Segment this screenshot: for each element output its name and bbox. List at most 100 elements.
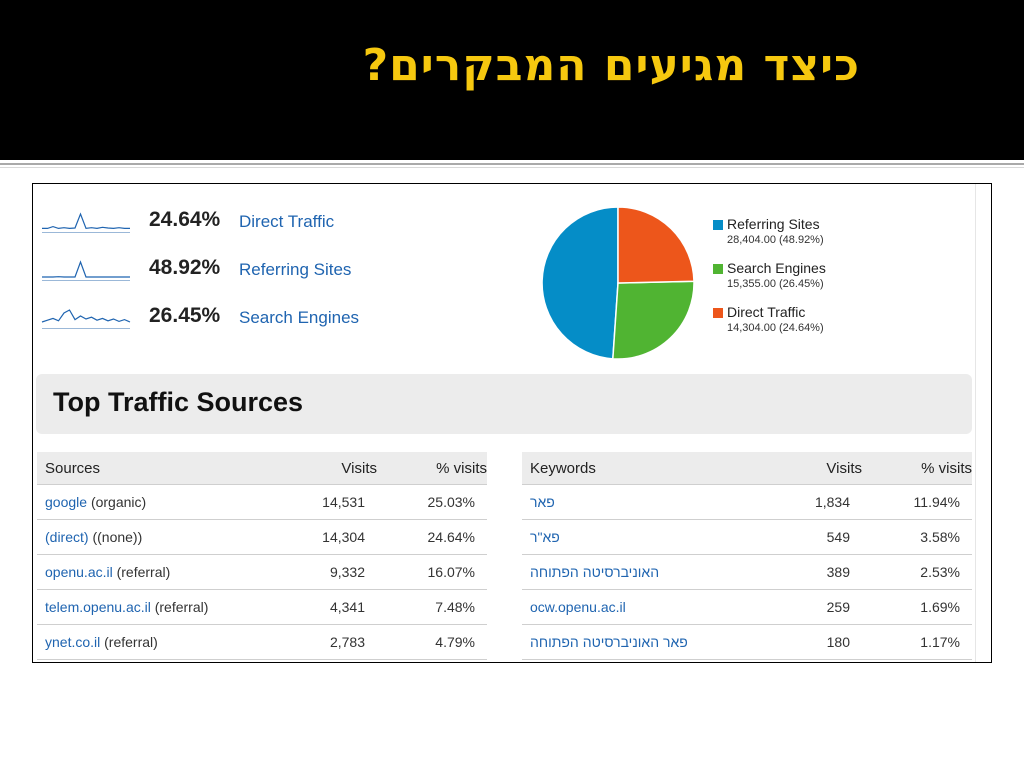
table-row: ocw.openu.ac.il 259 1.69% bbox=[522, 589, 972, 625]
legend-name: Direct Traffic bbox=[727, 304, 806, 320]
source-link[interactable]: ynet.co.il bbox=[45, 634, 101, 650]
visits-cell: 4,341 bbox=[287, 589, 377, 625]
table-row: האוניברסיטה הפתוחה 389 2.53% bbox=[522, 554, 972, 590]
pct-cell: 25.03% bbox=[377, 484, 487, 520]
col-header-pct-visits[interactable]: % visits bbox=[862, 452, 972, 485]
pie-slice-referring-sites[interactable] bbox=[541, 206, 619, 360]
summary-link-referring[interactable]: Referring Sites bbox=[239, 260, 352, 279]
source-cell: telem.openu.ac.il (referral) bbox=[37, 589, 287, 625]
table-row: ynet.co.il (referral) 2,783 4.79% bbox=[37, 624, 487, 660]
legend-name: Referring Sites bbox=[727, 216, 820, 232]
keyword-link[interactable]: פא"ר bbox=[530, 529, 560, 545]
col-header-keywords[interactable]: Keywords bbox=[522, 452, 772, 485]
panel-scrollbar[interactable] bbox=[975, 184, 991, 662]
pct-cell: 3.58% bbox=[862, 519, 972, 555]
source-cell: (direct) ((none)) bbox=[37, 519, 287, 555]
slide-header: כיצד מגיעים המבקרים? bbox=[0, 0, 1024, 160]
header-divider-thin bbox=[0, 167, 1024, 168]
analytics-panel: 24.64% Direct Traffic 48.92% Referring S… bbox=[32, 183, 992, 663]
sparkline-line bbox=[41, 309, 131, 323]
table-row: google (organic) 14,531 25.03% bbox=[37, 484, 487, 520]
source-cell: openu.ac.il (referral) bbox=[37, 554, 287, 590]
pie-slice-search-engines[interactable] bbox=[612, 280, 695, 360]
legend-item-referring: Referring Sites 28,404.00 (48.92%) bbox=[713, 214, 873, 254]
visits-cell: 389 bbox=[772, 554, 862, 590]
sources-table: Sources Visits % visits google (organic)… bbox=[37, 452, 487, 660]
sparkline-direct bbox=[42, 212, 130, 233]
source-cell: google (organic) bbox=[37, 484, 287, 520]
pct-cell: 2.53% bbox=[862, 554, 972, 590]
pie-slice-direct-traffic[interactable] bbox=[617, 206, 695, 284]
top-traffic-header: Top Traffic Sources bbox=[36, 374, 972, 434]
sparkline-referring bbox=[42, 260, 130, 281]
visits-cell: 1,834 bbox=[772, 484, 862, 520]
top-traffic-title: Top Traffic Sources bbox=[53, 387, 304, 417]
header-divider bbox=[0, 163, 1024, 165]
summary-link-search[interactable]: Search Engines bbox=[239, 308, 360, 327]
traffic-pie-chart bbox=[541, 206, 695, 360]
summary-row-direct: 24.64% Direct Traffic bbox=[41, 206, 421, 236]
visits-cell: 180 bbox=[772, 624, 862, 660]
sparkline-line bbox=[42, 212, 130, 230]
pct-cell: 1.69% bbox=[862, 589, 972, 625]
keyword-link[interactable]: האוניברסיטה הפתוחה bbox=[530, 564, 660, 580]
summary-percent: 24.64% bbox=[149, 208, 221, 231]
summary-percent: 48.92% bbox=[149, 256, 221, 279]
visits-cell: 14,304 bbox=[287, 519, 377, 555]
summary-percent: 26.45% bbox=[149, 304, 221, 327]
legend-swatch bbox=[713, 220, 723, 230]
source-link[interactable]: telem.openu.ac.il bbox=[45, 599, 151, 615]
legend-item-direct: Direct Traffic 14,304.00 (24.64%) bbox=[713, 302, 873, 342]
summary-row-search: 26.45% Search Engines bbox=[41, 302, 421, 332]
keyword-cell: האוניברסיטה הפתוחה bbox=[522, 554, 772, 590]
keyword-cell: פאר bbox=[522, 484, 772, 520]
legend-value: 28,404.00 (48.92%) bbox=[727, 234, 824, 246]
keyword-cell: פא"ר bbox=[522, 519, 772, 555]
legend-swatch bbox=[713, 308, 723, 318]
pct-cell: 1.17% bbox=[862, 624, 972, 660]
visits-cell: 2,783 bbox=[287, 624, 377, 660]
legend-value: 15,355.00 (26.45%) bbox=[727, 278, 824, 290]
source-type: (organic) bbox=[90, 494, 147, 510]
pct-cell: 4.79% bbox=[377, 624, 487, 660]
pct-cell: 24.64% bbox=[377, 519, 487, 555]
col-header-sources[interactable]: Sources bbox=[37, 452, 287, 485]
keyword-cell: פאר האוניברסיטה הפתוחה bbox=[522, 624, 772, 660]
source-link[interactable]: (direct) bbox=[45, 529, 89, 545]
legend-value: 14,304.00 (24.64%) bbox=[727, 322, 824, 334]
visits-cell: 259 bbox=[772, 589, 862, 625]
keyword-link[interactable]: פאר bbox=[530, 494, 555, 510]
source-type: (referral) bbox=[154, 599, 209, 615]
visits-cell: 14,531 bbox=[287, 484, 377, 520]
keyword-cell: ocw.openu.ac.il bbox=[522, 589, 772, 625]
legend-name: Search Engines bbox=[727, 260, 826, 276]
visits-cell: 549 bbox=[772, 519, 862, 555]
table-row: פאר האוניברסיטה הפתוחה 180 1.17% bbox=[522, 624, 972, 660]
keyword-link[interactable]: ocw.openu.ac.il bbox=[530, 599, 626, 615]
sparkline-line bbox=[42, 260, 130, 278]
table-header-row: Keywords Visits % visits bbox=[522, 452, 972, 485]
source-link[interactable]: google bbox=[45, 494, 88, 510]
table-row: פא"ר 549 3.58% bbox=[522, 519, 972, 555]
col-header-visits[interactable]: Visits bbox=[287, 452, 377, 485]
sparkline-search bbox=[41, 309, 131, 329]
source-type: (referral) bbox=[116, 564, 171, 580]
table-row: telem.openu.ac.il (referral) 4,341 7.48% bbox=[37, 589, 487, 625]
source-type: (referral) bbox=[104, 634, 158, 650]
col-header-visits[interactable]: Visits bbox=[772, 452, 862, 485]
slide-title: כיצד מגיעים המבקרים? bbox=[362, 40, 860, 91]
col-header-pct-visits[interactable]: % visits bbox=[377, 452, 487, 485]
summary-row-referring: 48.92% Referring Sites bbox=[41, 254, 421, 284]
table-row: פאר 1,834 11.94% bbox=[522, 484, 972, 520]
keyword-link[interactable]: פאר האוניברסיטה הפתוחה bbox=[530, 634, 688, 650]
pct-cell: 11.94% bbox=[862, 484, 972, 520]
source-type: ((none)) bbox=[92, 529, 143, 545]
source-cell: ynet.co.il (referral) bbox=[37, 624, 287, 660]
pct-cell: 16.07% bbox=[377, 554, 487, 590]
keywords-table: Keywords Visits % visits פאר 1,834 11.94… bbox=[522, 452, 972, 660]
summary-link-direct[interactable]: Direct Traffic bbox=[239, 212, 335, 231]
table-row: (direct) ((none)) 14,304 24.64% bbox=[37, 519, 487, 555]
table-row: openu.ac.il (referral) 9,332 16.07% bbox=[37, 554, 487, 590]
visits-cell: 9,332 bbox=[287, 554, 377, 590]
source-link[interactable]: openu.ac.il bbox=[45, 564, 113, 580]
